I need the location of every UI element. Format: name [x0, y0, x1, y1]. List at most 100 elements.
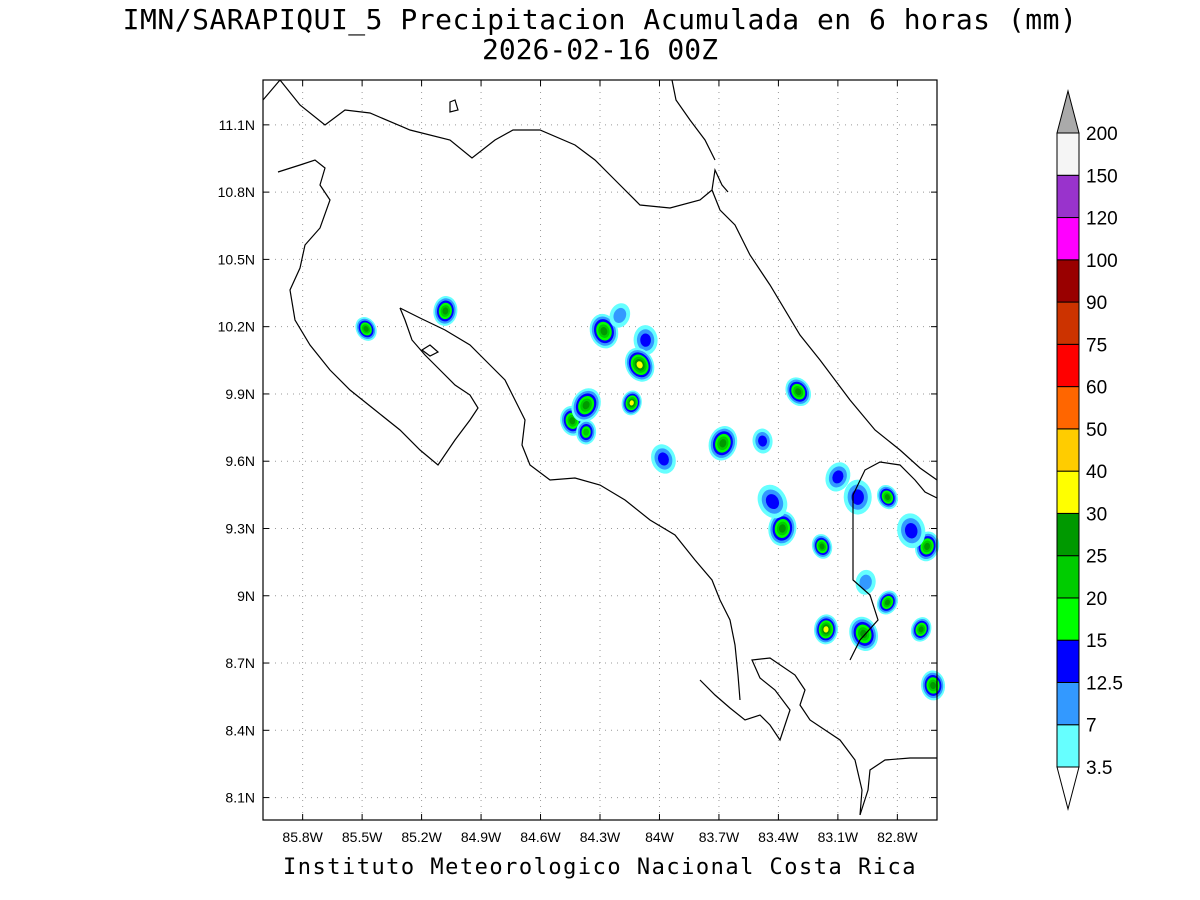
footer-credit: Instituto Meteorologico Nacional Costa R…	[282, 855, 918, 880]
rain-cell	[433, 296, 458, 326]
rain-level-contour	[569, 417, 576, 425]
rain-cell	[825, 462, 851, 492]
colorbar-label: 7	[1086, 716, 1097, 737]
lat-tick-label: 10.8N	[218, 184, 255, 200]
rain-level-contour	[442, 307, 449, 315]
rain-level-contour	[884, 494, 890, 501]
rain-cell	[633, 325, 658, 356]
rain-level-contour	[795, 388, 802, 396]
rain-field	[355, 296, 946, 701]
colorbar-label: 3.5	[1086, 758, 1112, 779]
rain-level-contour	[636, 361, 643, 369]
colorbar-label: 12.5	[1086, 673, 1123, 694]
coastline-osa-peninsula	[699, 657, 863, 816]
colorbar-swatch	[1056, 301, 1080, 345]
rain-level-contour	[819, 543, 825, 550]
colorbar-label: 60	[1086, 378, 1107, 399]
rain-level-contour	[629, 400, 634, 406]
rain-level-contour	[613, 307, 627, 323]
rain-level-contour	[860, 629, 868, 639]
rain-level-contour	[657, 452, 669, 466]
colorbar-label: 20	[1086, 589, 1107, 610]
rain-level-contour	[719, 439, 727, 448]
rain-cell	[752, 428, 773, 454]
colorbar-swatch	[1056, 217, 1080, 261]
rain-cell	[811, 534, 833, 559]
latitude-axis: 11.1N 10.8N 10.5N 10.2N 9.9N 9.6N 9.3N 9N 8.7N 8.…	[218, 117, 937, 806]
rain-level-contour	[904, 522, 918, 539]
rain-cell	[785, 377, 812, 407]
colorbar-label: 100	[1086, 251, 1118, 272]
coastline-caribbean	[711, 189, 938, 481]
rain-level-contour	[600, 326, 608, 336]
rain-cell	[708, 426, 738, 461]
lat-tick-label: 8.4N	[225, 722, 255, 738]
rain-level-contour	[582, 401, 590, 410]
rain-level-contour	[924, 542, 931, 551]
colorbar-under-arrow	[1056, 766, 1080, 811]
lat-tick-label: 10.5N	[218, 251, 255, 267]
colorbar-label: 150	[1086, 166, 1118, 187]
lon-tick-label: 84.9W	[461, 829, 502, 845]
coastline-gulf-nicoya	[399, 307, 741, 701]
rain-cell	[910, 617, 932, 642]
rain-level-contour	[930, 681, 936, 690]
chart-title: IMN/SARAPIQUI_5 Precipitacion Acumulada …	[122, 3, 1078, 36]
rain-cell	[876, 590, 899, 615]
rain-cell	[849, 616, 879, 652]
lon-tick-label: 84.3W	[580, 829, 621, 845]
colorbar-label: 25	[1086, 547, 1107, 568]
coastline-lake-shore	[279, 79, 729, 209]
colorbar-label: 200	[1086, 124, 1118, 145]
lat-tick-label: 9N	[237, 588, 255, 604]
coastline-guanacaste	[277, 159, 479, 466]
colorbar-label: 90	[1086, 293, 1107, 314]
lat-tick-label: 9.9N	[225, 386, 255, 402]
lon-tick-label: 85.8W	[282, 829, 323, 845]
island-gulf	[420, 344, 440, 357]
lon-tick-label: 83.4W	[758, 829, 799, 845]
rain-level-contour	[758, 435, 768, 447]
rain-cell	[624, 347, 655, 382]
colorbar-swatch	[1056, 470, 1080, 514]
rain-cell	[651, 444, 676, 474]
colorbar-swatch	[1056, 597, 1080, 641]
map-frame	[262, 79, 938, 821]
rain-level-contour	[884, 599, 891, 606]
border-panama	[849, 495, 879, 661]
colorbar-swatch	[1056, 386, 1080, 430]
rain-level-contour	[823, 626, 829, 633]
colorbar-swatch	[1056, 555, 1080, 599]
rain-cell	[768, 511, 797, 546]
rain-cell	[757, 484, 788, 519]
rain-cell	[609, 303, 631, 328]
rain-cell	[813, 614, 839, 645]
colorbar-swatch	[1056, 132, 1080, 176]
colorbar-label: 30	[1086, 504, 1107, 525]
map-gridlines	[263, 80, 937, 820]
colorbar-swatch	[1056, 639, 1080, 683]
lat-tick-label: 8.1N	[225, 790, 255, 806]
rain-cell	[621, 390, 642, 416]
colorbar-swatch	[1056, 259, 1080, 303]
island-lake-nicaragua	[449, 99, 459, 113]
rain-cell	[921, 670, 946, 701]
rain-cell	[897, 513, 926, 549]
colorbar-label: 50	[1086, 420, 1107, 441]
lon-tick-label: 85.5W	[342, 829, 383, 845]
lat-tick-label: 9.6N	[225, 453, 255, 469]
colorbar-swatch	[1056, 724, 1080, 768]
colorbar-swatch	[1056, 174, 1080, 219]
lat-tick-label: 9.3N	[225, 520, 255, 536]
colorbar-label: 75	[1086, 335, 1107, 356]
lat-tick-label: 10.2N	[218, 319, 255, 335]
rain-cell	[571, 388, 601, 423]
rain-level-contour	[918, 626, 924, 633]
colorbar-over-arrow	[1056, 89, 1080, 134]
colorbar-label: 15	[1086, 631, 1107, 652]
lon-tick-label: 85.2W	[401, 829, 442, 845]
colorbar-legend: 3.5 7 12.5 15 20 25 30 40 50 60 75 90 100 120 150 200	[1056, 89, 1123, 811]
rain-level-contour	[851, 489, 864, 505]
rain-cell	[876, 484, 898, 510]
